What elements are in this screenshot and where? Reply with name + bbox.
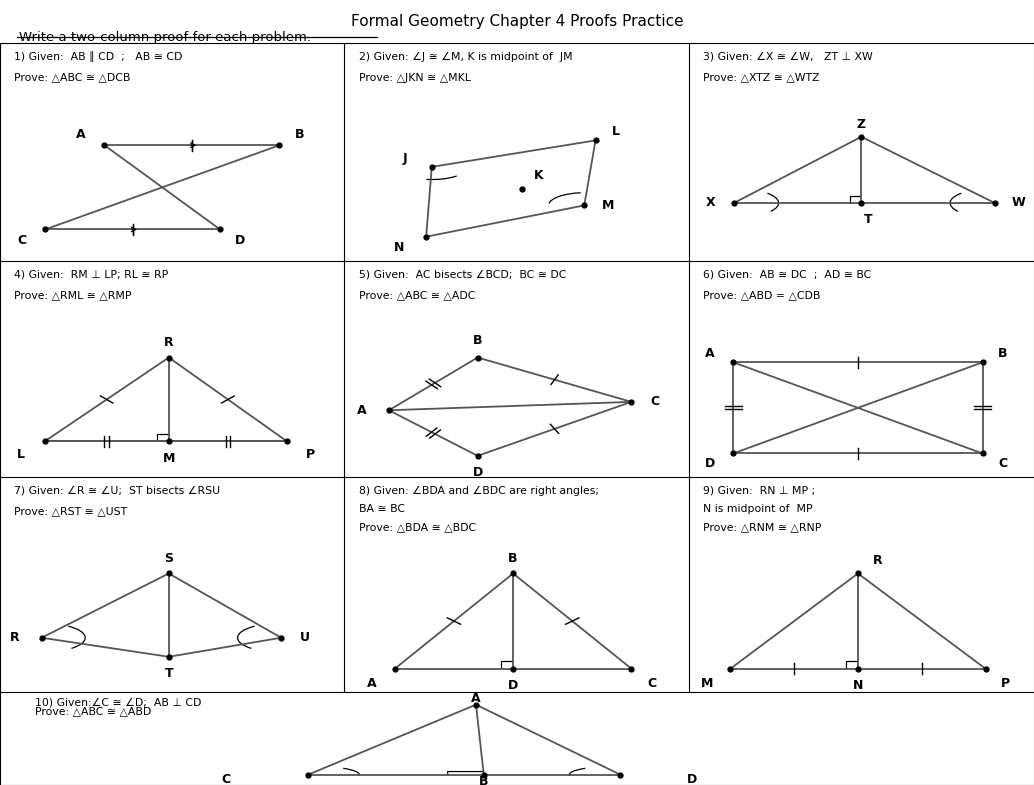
Text: L: L xyxy=(612,126,619,138)
Text: Prove: △RST ≅ △UST: Prove: △RST ≅ △UST xyxy=(14,506,127,517)
Text: W: W xyxy=(1011,196,1026,210)
Text: C: C xyxy=(17,234,26,246)
Text: U: U xyxy=(300,631,310,644)
Text: P: P xyxy=(306,447,315,461)
Text: N: N xyxy=(853,679,863,692)
Text: R: R xyxy=(10,631,20,644)
Text: B: B xyxy=(473,334,483,347)
Text: B: B xyxy=(998,348,1007,360)
Text: A: A xyxy=(366,677,376,690)
Text: Formal Geometry Chapter 4 Proofs Practice: Formal Geometry Chapter 4 Proofs Practic… xyxy=(351,14,683,29)
Text: 8) Given: ∠BDA and ∠BDC are right angles;: 8) Given: ∠BDA and ∠BDC are right angles… xyxy=(359,486,599,495)
Text: M: M xyxy=(701,677,713,690)
Text: T: T xyxy=(164,667,173,680)
Text: X: X xyxy=(705,196,716,210)
Text: 2) Given: ∠J ≅ ∠M, K is midpoint of  JM: 2) Given: ∠J ≅ ∠M, K is midpoint of JM xyxy=(359,52,572,61)
Text: D: D xyxy=(704,458,714,470)
Text: A: A xyxy=(472,692,481,705)
Text: R: R xyxy=(164,336,174,349)
Text: D: D xyxy=(687,773,697,785)
Text: P: P xyxy=(1001,677,1010,690)
Text: Write a two-column proof for each problem.: Write a two-column proof for each proble… xyxy=(19,31,310,45)
Text: Prove: △ABD = △CDB: Prove: △ABD = △CDB xyxy=(703,290,820,300)
Text: L: L xyxy=(18,447,25,461)
Text: 4) Given:  RM ⊥ LP; RL ≅ RP: 4) Given: RM ⊥ LP; RL ≅ RP xyxy=(14,269,169,279)
Text: BA ≅ BC: BA ≅ BC xyxy=(359,505,404,514)
Text: D: D xyxy=(235,234,245,246)
Text: A: A xyxy=(357,403,367,417)
Text: Z: Z xyxy=(857,118,865,130)
Text: T: T xyxy=(863,214,873,226)
Text: N is midpoint of  MP: N is midpoint of MP xyxy=(703,505,813,514)
Text: D: D xyxy=(473,466,483,479)
Text: 7) Given: ∠R ≅ ∠U;  ST bisects ∠RSU: 7) Given: ∠R ≅ ∠U; ST bisects ∠RSU xyxy=(14,486,220,495)
Text: C: C xyxy=(647,677,657,690)
Text: R: R xyxy=(874,554,883,568)
Text: B: B xyxy=(509,553,518,565)
Text: 3) Given: ∠X ≅ ∠W,   ZT ⊥ XW: 3) Given: ∠X ≅ ∠W, ZT ⊥ XW xyxy=(703,52,873,61)
Text: 9) Given:  RN ⊥ MP ;: 9) Given: RN ⊥ MP ; xyxy=(703,486,815,495)
Text: K: K xyxy=(535,170,544,182)
Text: 6) Given:  AB ≅ DC  ;  AD ≅ BC: 6) Given: AB ≅ DC ; AD ≅ BC xyxy=(703,269,871,279)
Text: A: A xyxy=(705,348,714,360)
Text: C: C xyxy=(998,458,1007,470)
Text: Prove: △JKN ≅ △MKL: Prove: △JKN ≅ △MKL xyxy=(359,73,470,82)
Text: Prove: △ABC ≅ △DCB: Prove: △ABC ≅ △DCB xyxy=(14,73,130,82)
Text: N: N xyxy=(394,241,404,254)
Text: M: M xyxy=(602,199,614,212)
Text: 1) Given:  AB ∥ CD  ;   AB ≅ CD: 1) Given: AB ∥ CD ; AB ≅ CD xyxy=(14,52,183,63)
Text: S: S xyxy=(164,553,174,565)
Text: B: B xyxy=(295,128,304,141)
Text: C: C xyxy=(650,396,660,408)
Text: C: C xyxy=(221,773,231,785)
Text: J: J xyxy=(402,152,407,165)
Text: Prove: △RNM ≅ △RNP: Prove: △RNM ≅ △RNP xyxy=(703,522,821,532)
Text: B: B xyxy=(479,775,488,785)
Text: Prove: △XTZ ≅ △WTZ: Prove: △XTZ ≅ △WTZ xyxy=(703,73,819,82)
Text: Prove: △RML ≅ △RMP: Prove: △RML ≅ △RMP xyxy=(14,290,131,300)
Text: Prove: △BDA ≅ △BDC: Prove: △BDA ≅ △BDC xyxy=(359,522,476,532)
Text: M: M xyxy=(162,452,175,465)
Text: A: A xyxy=(77,128,86,141)
Text: 5) Given:  AC bisects ∠BCD;  BC ≅ DC: 5) Given: AC bisects ∠BCD; BC ≅ DC xyxy=(359,269,566,279)
Text: 10) Given:∠C ≅ ∠D;  AB ⊥ CD: 10) Given:∠C ≅ ∠D; AB ⊥ CD xyxy=(35,698,202,707)
Text: Prove: △ABC ≅ △ABD: Prove: △ABC ≅ △ABD xyxy=(35,706,151,716)
Text: D: D xyxy=(508,679,518,692)
Text: Prove: △ABC ≅ △ADC: Prove: △ABC ≅ △ADC xyxy=(359,290,475,300)
